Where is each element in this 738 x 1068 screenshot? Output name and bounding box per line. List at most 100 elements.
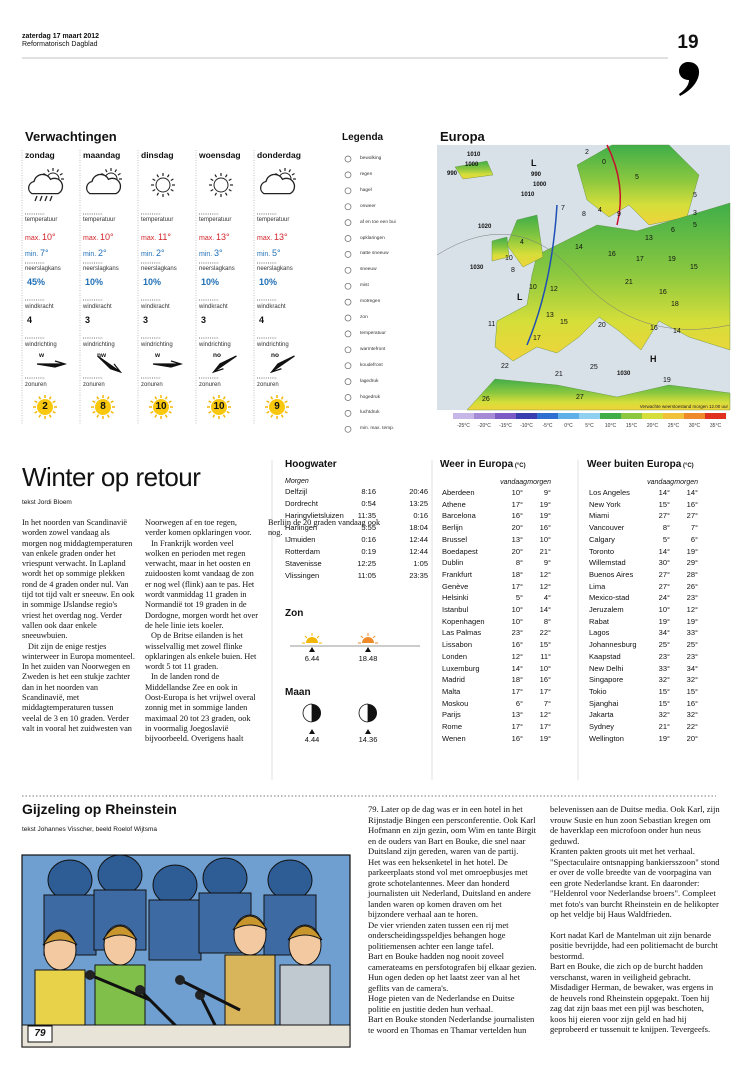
temp: 10° [511,488,523,497]
mic-head [135,985,145,995]
label: min. [25,251,39,258]
paper-name: Reformatorisch Dagblad [22,41,98,48]
temp: 12° [686,605,698,614]
temp: 20° [686,733,698,743]
paragraph: In Frankrijk worden veel wolken en perio… [145,538,258,630]
map-label: 8 [511,267,515,274]
section-title: Verwachtingen [25,129,117,144]
sun-ray [56,169,60,173]
temp: 22° [686,722,698,731]
sun-ray [228,178,232,182]
sun-ray [38,414,42,418]
legend-item: onweer [360,203,376,209]
sun-ray [291,172,295,176]
temp: 16° [686,698,698,708]
label: temperatuur [141,217,174,223]
max-temp: 13° [216,232,230,242]
temp: 5° [662,534,670,544]
scale-swatch [579,413,600,419]
section-title: Maan [285,687,311,698]
scale-swatch [621,413,642,419]
map-label: 5 [693,192,697,199]
temp: 10° [539,663,551,673]
sun-ray [280,396,284,400]
place: IJmuiden [285,535,316,544]
comic-number-box [27,1025,53,1043]
sun-disc [213,177,229,193]
microphone [179,978,241,1012]
label: temperatuur [257,217,290,223]
temp: 5° [515,593,523,603]
city: Calgary [589,534,615,544]
map-label: 2 [585,149,589,156]
time: 0:19 [361,547,376,556]
comic-table [21,1024,351,1048]
map-label: 19 [663,377,671,384]
temp: 32° [658,710,670,720]
sun-ray [316,635,320,639]
sun-ray [210,188,214,192]
label: neerslagkans [83,266,119,272]
section-title: Weer buiten Europa (°C) [587,459,694,470]
comic-number: 79 [34,1028,46,1039]
legend-title: Legenda [342,132,384,143]
temp: 25° [658,640,670,650]
map-label: 1010 [521,192,535,198]
label: zonuren [83,382,105,388]
paragraph: 79. Later op de dag was er in een hotel … [368,804,537,856]
map-label: 16 [650,325,658,332]
legend-item: sneeuw [360,267,377,273]
jacket [224,954,276,1031]
time: 4.44 [304,735,320,744]
temp: 15° [658,686,670,696]
sun-ray [266,400,270,404]
temp: 18° [511,569,523,579]
map-label: 8 [582,211,586,218]
time: 13:25 [409,499,428,508]
paragraph: Kranten pakten groots uit met het verhaa… [550,846,720,919]
temp: 8° [543,616,551,626]
label: min. [141,251,155,258]
sun-ray [154,396,158,400]
place: Vlissingen [285,571,320,580]
sun-ray [224,174,228,178]
map-label: 15 [690,264,698,271]
comic [21,854,351,1048]
wind-direction: no [271,352,279,359]
wind-arrow [97,355,123,374]
map-label: 21 [555,371,563,378]
sun-ray [170,178,174,182]
sun-hours: 9 [274,401,280,412]
temp: 12° [511,651,523,661]
paragraph: Bart en Bouke, die zich op de burcht had… [550,961,703,982]
column-head: morgen [527,479,551,486]
temp: 16° [511,511,523,521]
scale-swatch [705,413,726,419]
land-europe [494,202,731,362]
paragraph: Het was een heksenketel in het hotel. De… [368,856,531,920]
temp: 26° [686,581,698,591]
sun-hours: 2 [42,401,48,412]
map-label: 1020 [478,224,492,230]
temp: 22° [539,628,551,638]
sun-ray [228,188,232,192]
legend-icon [344,219,352,226]
label: neerslagkans [257,266,293,272]
city: Jakarta [589,710,614,720]
sun-ray [34,410,38,414]
column-head: vandaag [500,479,527,486]
sun-ray [92,400,96,404]
temp: 17° [511,499,523,509]
map-label: 9 [617,211,621,218]
day-name: zondag [25,150,55,160]
temp: 14° [511,663,523,673]
sun-ray [150,400,154,404]
temp: 16° [511,733,523,743]
wind-arrow [269,355,295,374]
scale-label: -15°C [499,423,512,429]
city: Miami [589,511,609,521]
unit: (°C) [513,463,526,469]
sun-icon [151,173,175,197]
section-title: Zon [285,608,304,619]
